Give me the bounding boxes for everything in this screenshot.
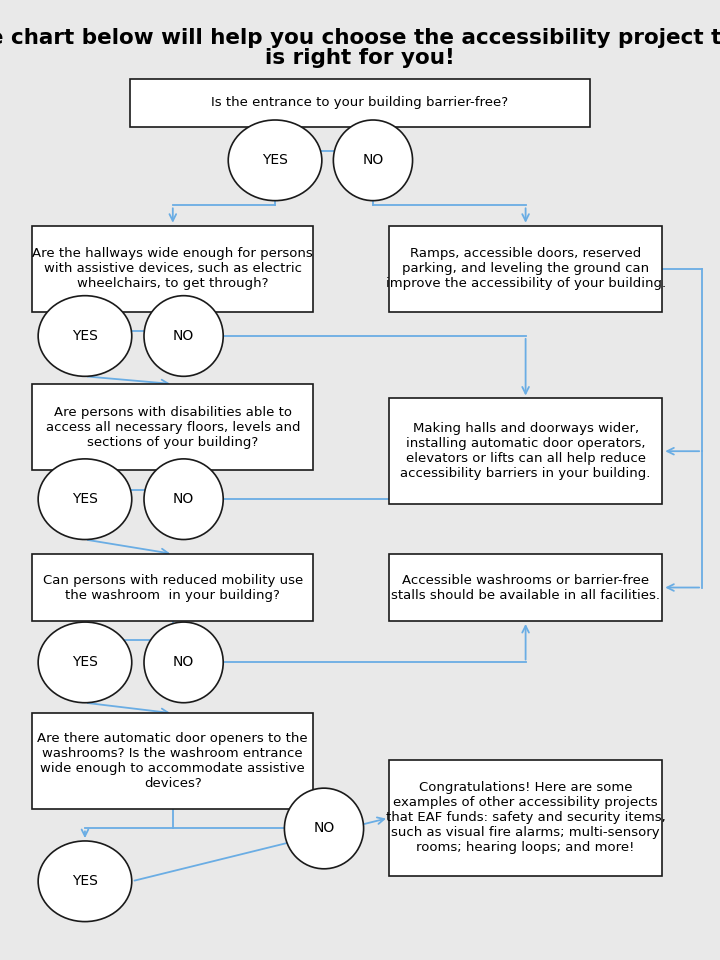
Ellipse shape [38,296,132,376]
Text: Are persons with disabilities able to
access all necessary floors, levels and
se: Are persons with disabilities able to ac… [45,406,300,448]
FancyBboxPatch shape [389,554,662,621]
FancyBboxPatch shape [389,226,662,312]
Text: The chart below will help you choose the accessibility project that: The chart below will help you choose the… [0,29,720,48]
Text: Can persons with reduced mobility use
the washroom  in your building?: Can persons with reduced mobility use th… [42,573,303,602]
Ellipse shape [38,622,132,703]
FancyBboxPatch shape [32,713,313,809]
FancyBboxPatch shape [389,398,662,504]
Text: Is the entrance to your building barrier-free?: Is the entrance to your building barrier… [212,96,508,109]
Text: Ramps, accessible doors, reserved
parking, and leveling the ground can
improve t: Ramps, accessible doors, reserved parkin… [385,248,666,290]
FancyBboxPatch shape [389,760,662,876]
Text: Accessible washrooms or barrier-free
stalls should be available in all facilitie: Accessible washrooms or barrier-free sta… [391,573,660,602]
Ellipse shape [38,459,132,540]
Text: YES: YES [72,656,98,669]
Ellipse shape [144,622,223,703]
Ellipse shape [38,841,132,922]
Ellipse shape [144,296,223,376]
Text: YES: YES [262,154,288,167]
Ellipse shape [228,120,322,201]
FancyBboxPatch shape [32,554,313,621]
Text: Are the hallways wide enough for persons
with assistive devices, such as electri: Are the hallways wide enough for persons… [32,248,313,290]
Text: Are there automatic door openers to the
washrooms? Is the washroom entrance
wide: Are there automatic door openers to the … [37,732,308,790]
Ellipse shape [144,459,223,540]
Text: NO: NO [362,154,384,167]
FancyBboxPatch shape [32,384,313,470]
FancyBboxPatch shape [130,79,590,127]
Ellipse shape [333,120,413,201]
Text: Making halls and doorways wider,
installing automatic door operators,
elevators : Making halls and doorways wider, install… [400,422,651,480]
Text: YES: YES [72,875,98,888]
Text: Congratulations! Here are some
examples of other accessibility projects
that EAF: Congratulations! Here are some examples … [386,781,665,854]
Text: NO: NO [173,329,194,343]
Ellipse shape [284,788,364,869]
Text: NO: NO [313,822,335,835]
Text: YES: YES [72,329,98,343]
Text: NO: NO [173,492,194,506]
Text: YES: YES [72,492,98,506]
FancyBboxPatch shape [32,226,313,312]
Text: NO: NO [173,656,194,669]
Text: is right for you!: is right for you! [265,48,455,67]
